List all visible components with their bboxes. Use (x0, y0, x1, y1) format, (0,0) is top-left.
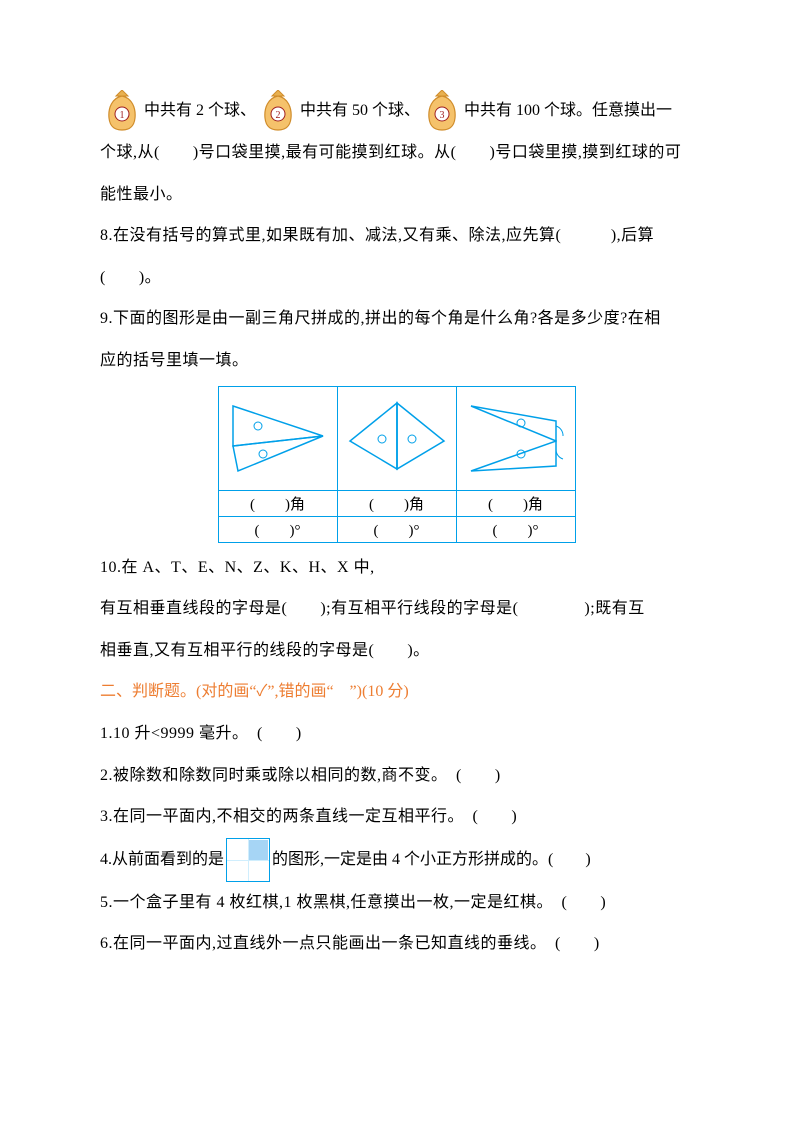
q9-shape-1 (218, 386, 337, 490)
q7-line3: 能性最小。 (100, 174, 693, 216)
tf-1: 1.10 升<9999 毫升。 ( ) (100, 713, 693, 755)
page: 1 中共有 2 个球、 2 中共有 50 个球、 3 中共有 100 个球。任意… (0, 0, 793, 1122)
bag-1-num: 1 (120, 110, 125, 121)
q9-line2: 应的括号里填一填。 (100, 340, 693, 382)
q7-line2: 个球,从( )号口袋里摸,最有可能摸到红球。从( )号口袋里摸,摸到红球的可 (100, 132, 693, 174)
bag-2-num: 2 (276, 110, 281, 121)
q9-r2c3: ( )° (456, 516, 575, 542)
q7-p1b: 中共有 50 个球、 (300, 90, 420, 132)
section-2-points: (10 分) (362, 683, 409, 700)
q10-line2: 有互相垂直线段的字母是( );有互相平行线段的字母是( );既有互 (100, 588, 693, 630)
tf-6: 6.在同一平面内,过直线外一点只能画出一条已知直线的垂线。 ( ) (100, 923, 693, 965)
q9-shape-3 (456, 386, 575, 490)
section-2-title: 二、判断题。(对的画“✓”,错的画“ ”) (100, 683, 362, 700)
q9-r1c2: ( )角 (337, 490, 456, 516)
q8-line1: 8.在没有括号的算式里,如果既有加、减法,又有乘、除法,应先算( ),后算 (100, 215, 693, 257)
q10-line1: 10.在 A、T、E、N、Z、K、H、X 中, (100, 547, 693, 589)
tf-4b: 的图形,一定是由 4 个小正方形拼成的。( ) (272, 839, 591, 881)
q10-line3: 相垂直,又有互相平行的线段的字母是( )。 (100, 630, 693, 672)
q9-shape-2 (337, 386, 456, 490)
q10-line1-text: 10.在 A、T、E、N、Z、K、H、X 中, (100, 559, 375, 576)
square-grid-icon (226, 838, 270, 882)
tf-5: 5.一个盒子里有 4 枚红棋,1 枚黑棋,任意摸出一枚,一定是红棋。 ( ) (100, 882, 693, 924)
q9-line1: 9.下面的图形是由一副三角尺拼成的,拼出的每个角是什么角?各是多少度?在相 (100, 298, 693, 340)
tf-3: 3.在同一平面内,不相交的两条直线一定互相平行。 ( ) (100, 796, 693, 838)
q7-line1: 1 中共有 2 个球、 2 中共有 50 个球、 3 中共有 100 个球。任意… (100, 90, 693, 132)
q9-table: ( )角 ( )角 ( )角 ( )° ( )° ( )° (218, 386, 576, 543)
q9-r2c1: ( )° (218, 516, 337, 542)
bag-3-num: 3 (440, 110, 445, 121)
q7-p1c: 中共有 100 个球。任意摸出一 (464, 90, 672, 132)
tf-4: 4.从前面看到的是 的图形,一定是由 4 个小正方形拼成的。( ) (100, 838, 693, 882)
q9-r2c2: ( )° (337, 516, 456, 542)
tf-2: 2.被除数和除数同时乘或除以相同的数,商不变。 ( ) (100, 755, 693, 797)
q8-line2: ( )。 (100, 257, 693, 299)
section-2-header: 二、判断题。(对的画“✓”,错的画“ ”)(10 分) (100, 671, 693, 713)
bag-2-icon: 2 (258, 90, 298, 132)
q9-figure: ( )角 ( )角 ( )角 ( )° ( )° ( )° (100, 386, 693, 543)
q9-r1c3: ( )角 (456, 490, 575, 516)
q7-p1a: 中共有 2 个球、 (144, 90, 256, 132)
bag-3-icon: 3 (422, 90, 462, 132)
bag-1-icon: 1 (102, 90, 142, 132)
q9-r1c1: ( )角 (218, 490, 337, 516)
tf-4a: 4.从前面看到的是 (100, 839, 224, 881)
